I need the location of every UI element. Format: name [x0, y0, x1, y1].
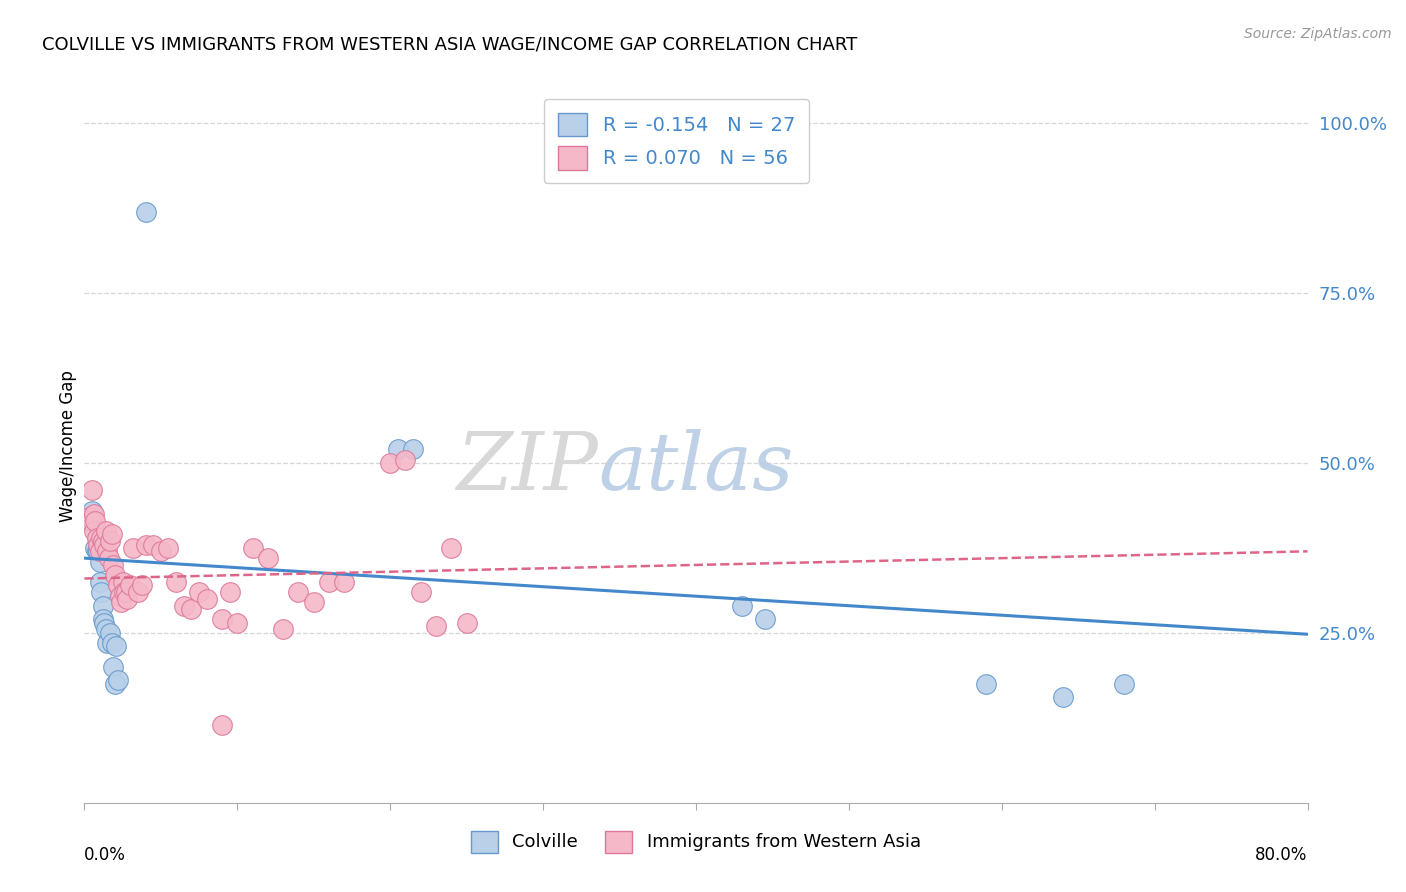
Point — [105, 640, 128, 654]
Point — [103, 558, 125, 572]
Point — [84, 541, 107, 555]
Point — [180, 602, 202, 616]
Point — [98, 626, 121, 640]
Point — [93, 615, 115, 630]
Point — [1114, 677, 1136, 691]
Point — [195, 591, 218, 606]
Point — [218, 585, 240, 599]
Point — [731, 599, 754, 613]
Point — [114, 585, 136, 599]
Point — [83, 524, 105, 538]
Point — [1052, 690, 1074, 705]
Legend: Colville, Immigrants from Western Asia: Colville, Immigrants from Western Asia — [463, 822, 929, 862]
Point — [111, 574, 134, 589]
Point — [425, 619, 447, 633]
Point — [101, 527, 124, 541]
Point — [173, 599, 195, 613]
Point — [91, 612, 114, 626]
Point — [112, 585, 135, 599]
Point — [90, 531, 112, 545]
Point — [110, 595, 132, 609]
Text: Source: ZipAtlas.com: Source: ZipAtlas.com — [1244, 27, 1392, 41]
Point — [115, 591, 138, 606]
Point — [257, 551, 280, 566]
Point — [409, 585, 432, 599]
Point — [80, 514, 103, 528]
Point — [165, 574, 187, 589]
Point — [402, 442, 425, 457]
Point — [103, 660, 125, 674]
Point — [80, 483, 103, 498]
Point — [101, 636, 124, 650]
Point — [131, 578, 153, 592]
Point — [96, 636, 118, 650]
Point — [108, 589, 131, 603]
Point — [91, 599, 114, 613]
Point — [287, 585, 309, 599]
Point — [83, 507, 105, 521]
Point — [122, 541, 145, 555]
Y-axis label: Wage/Income Gap: Wage/Income Gap — [59, 370, 77, 522]
Point — [394, 452, 416, 467]
Point — [142, 537, 165, 551]
Point — [93, 537, 115, 551]
Point — [89, 544, 111, 558]
Point — [387, 442, 409, 457]
Point — [302, 595, 325, 609]
Point — [86, 544, 108, 558]
Point — [333, 574, 356, 589]
Point — [318, 574, 340, 589]
Text: atlas: atlas — [598, 429, 793, 506]
Point — [87, 537, 110, 551]
Point — [242, 541, 264, 555]
Point — [976, 677, 998, 691]
Point — [91, 534, 114, 549]
Point — [90, 585, 112, 599]
Point — [211, 717, 233, 731]
Point — [107, 673, 129, 688]
Point — [104, 677, 127, 691]
Point — [135, 204, 157, 219]
Point — [754, 612, 776, 626]
Point — [104, 568, 127, 582]
Point — [89, 555, 111, 569]
Point — [127, 585, 149, 599]
Point — [211, 612, 233, 626]
Point — [86, 531, 108, 545]
Point — [77, 510, 100, 524]
Point — [98, 534, 121, 549]
Point — [380, 456, 402, 470]
Point — [149, 544, 172, 558]
Point — [157, 541, 180, 555]
Text: 0.0%: 0.0% — [84, 846, 127, 863]
Text: COLVILLE VS IMMIGRANTS FROM WESTERN ASIA WAGE/INCOME GAP CORRELATION CHART: COLVILLE VS IMMIGRANTS FROM WESTERN ASIA… — [42, 36, 858, 54]
Point — [135, 537, 157, 551]
Point — [94, 524, 117, 538]
Point — [226, 615, 249, 630]
Point — [271, 623, 294, 637]
Point — [97, 551, 120, 566]
Point — [94, 623, 117, 637]
Point — [84, 514, 107, 528]
Point — [80, 503, 103, 517]
Point — [188, 585, 211, 599]
Point — [456, 615, 478, 630]
Point — [440, 541, 463, 555]
Point — [79, 514, 101, 528]
Point — [107, 578, 129, 592]
Point — [89, 574, 111, 589]
Point — [87, 544, 110, 558]
Text: ZIP: ZIP — [457, 429, 598, 506]
Point — [120, 578, 142, 592]
Text: 80.0%: 80.0% — [1256, 846, 1308, 863]
Point — [96, 544, 118, 558]
